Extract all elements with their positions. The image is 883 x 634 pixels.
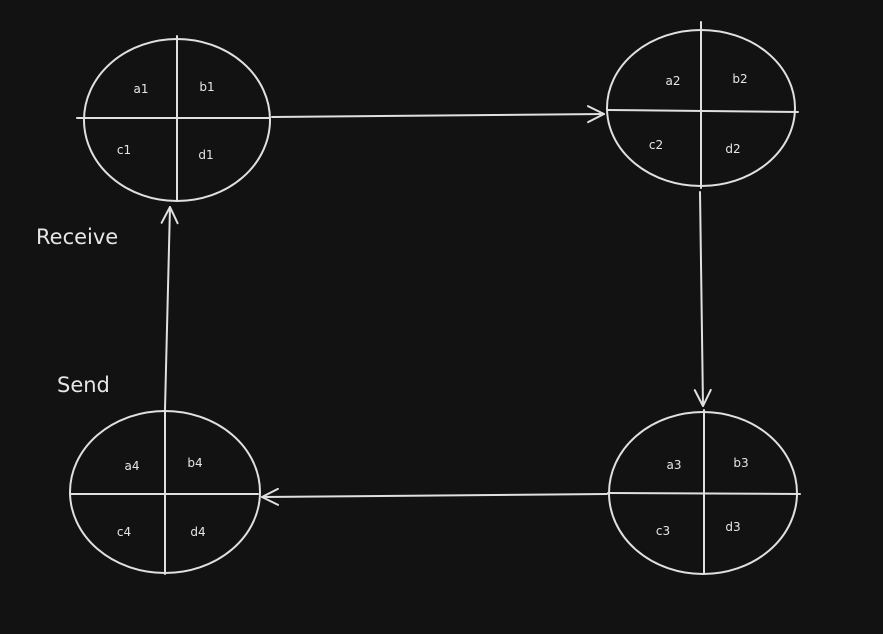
node-2-label-a: a2 (666, 74, 681, 88)
node-4-label-c: c4 (117, 525, 131, 539)
node-4-label-a: a4 (125, 459, 140, 473)
arrow-node-2-to-node-3 (700, 192, 703, 406)
node-3: a3 b3 c3 d3 (608, 410, 800, 574)
node-3-label-c: c3 (656, 524, 670, 538)
node-1-label-b: b1 (199, 80, 214, 94)
send-label: Send (57, 373, 110, 397)
node-2-label-b: b2 (732, 72, 747, 86)
node-1: a1 b1 c1 d1 (77, 36, 270, 201)
node-3-label-b: b3 (733, 456, 748, 470)
node-3-horizontal-divider (608, 493, 800, 494)
node-2: a2 b2 c2 d2 (607, 22, 798, 188)
arrow-node-4-to-node-1 (165, 207, 170, 409)
node-1-label-d: d1 (198, 148, 213, 162)
node-1-label-a: a1 (134, 82, 149, 96)
receive-label: Receive (36, 225, 118, 249)
node-2-label-d: d2 (725, 142, 740, 156)
node-4-label-b: b4 (187, 456, 202, 470)
arrow-node-3-to-node-4 (262, 494, 607, 497)
node-3-label-a: a3 (667, 458, 682, 472)
node-2-horizontal-divider (607, 110, 798, 112)
node-3-label-d: d3 (725, 520, 740, 534)
node-4-label-d: d4 (190, 525, 205, 539)
node-2-label-c: c2 (649, 138, 663, 152)
arrow-node-1-to-node-2 (272, 114, 604, 117)
node-4: a4 b4 c4 d4 (70, 410, 260, 574)
node-1-label-c: c1 (117, 143, 131, 157)
